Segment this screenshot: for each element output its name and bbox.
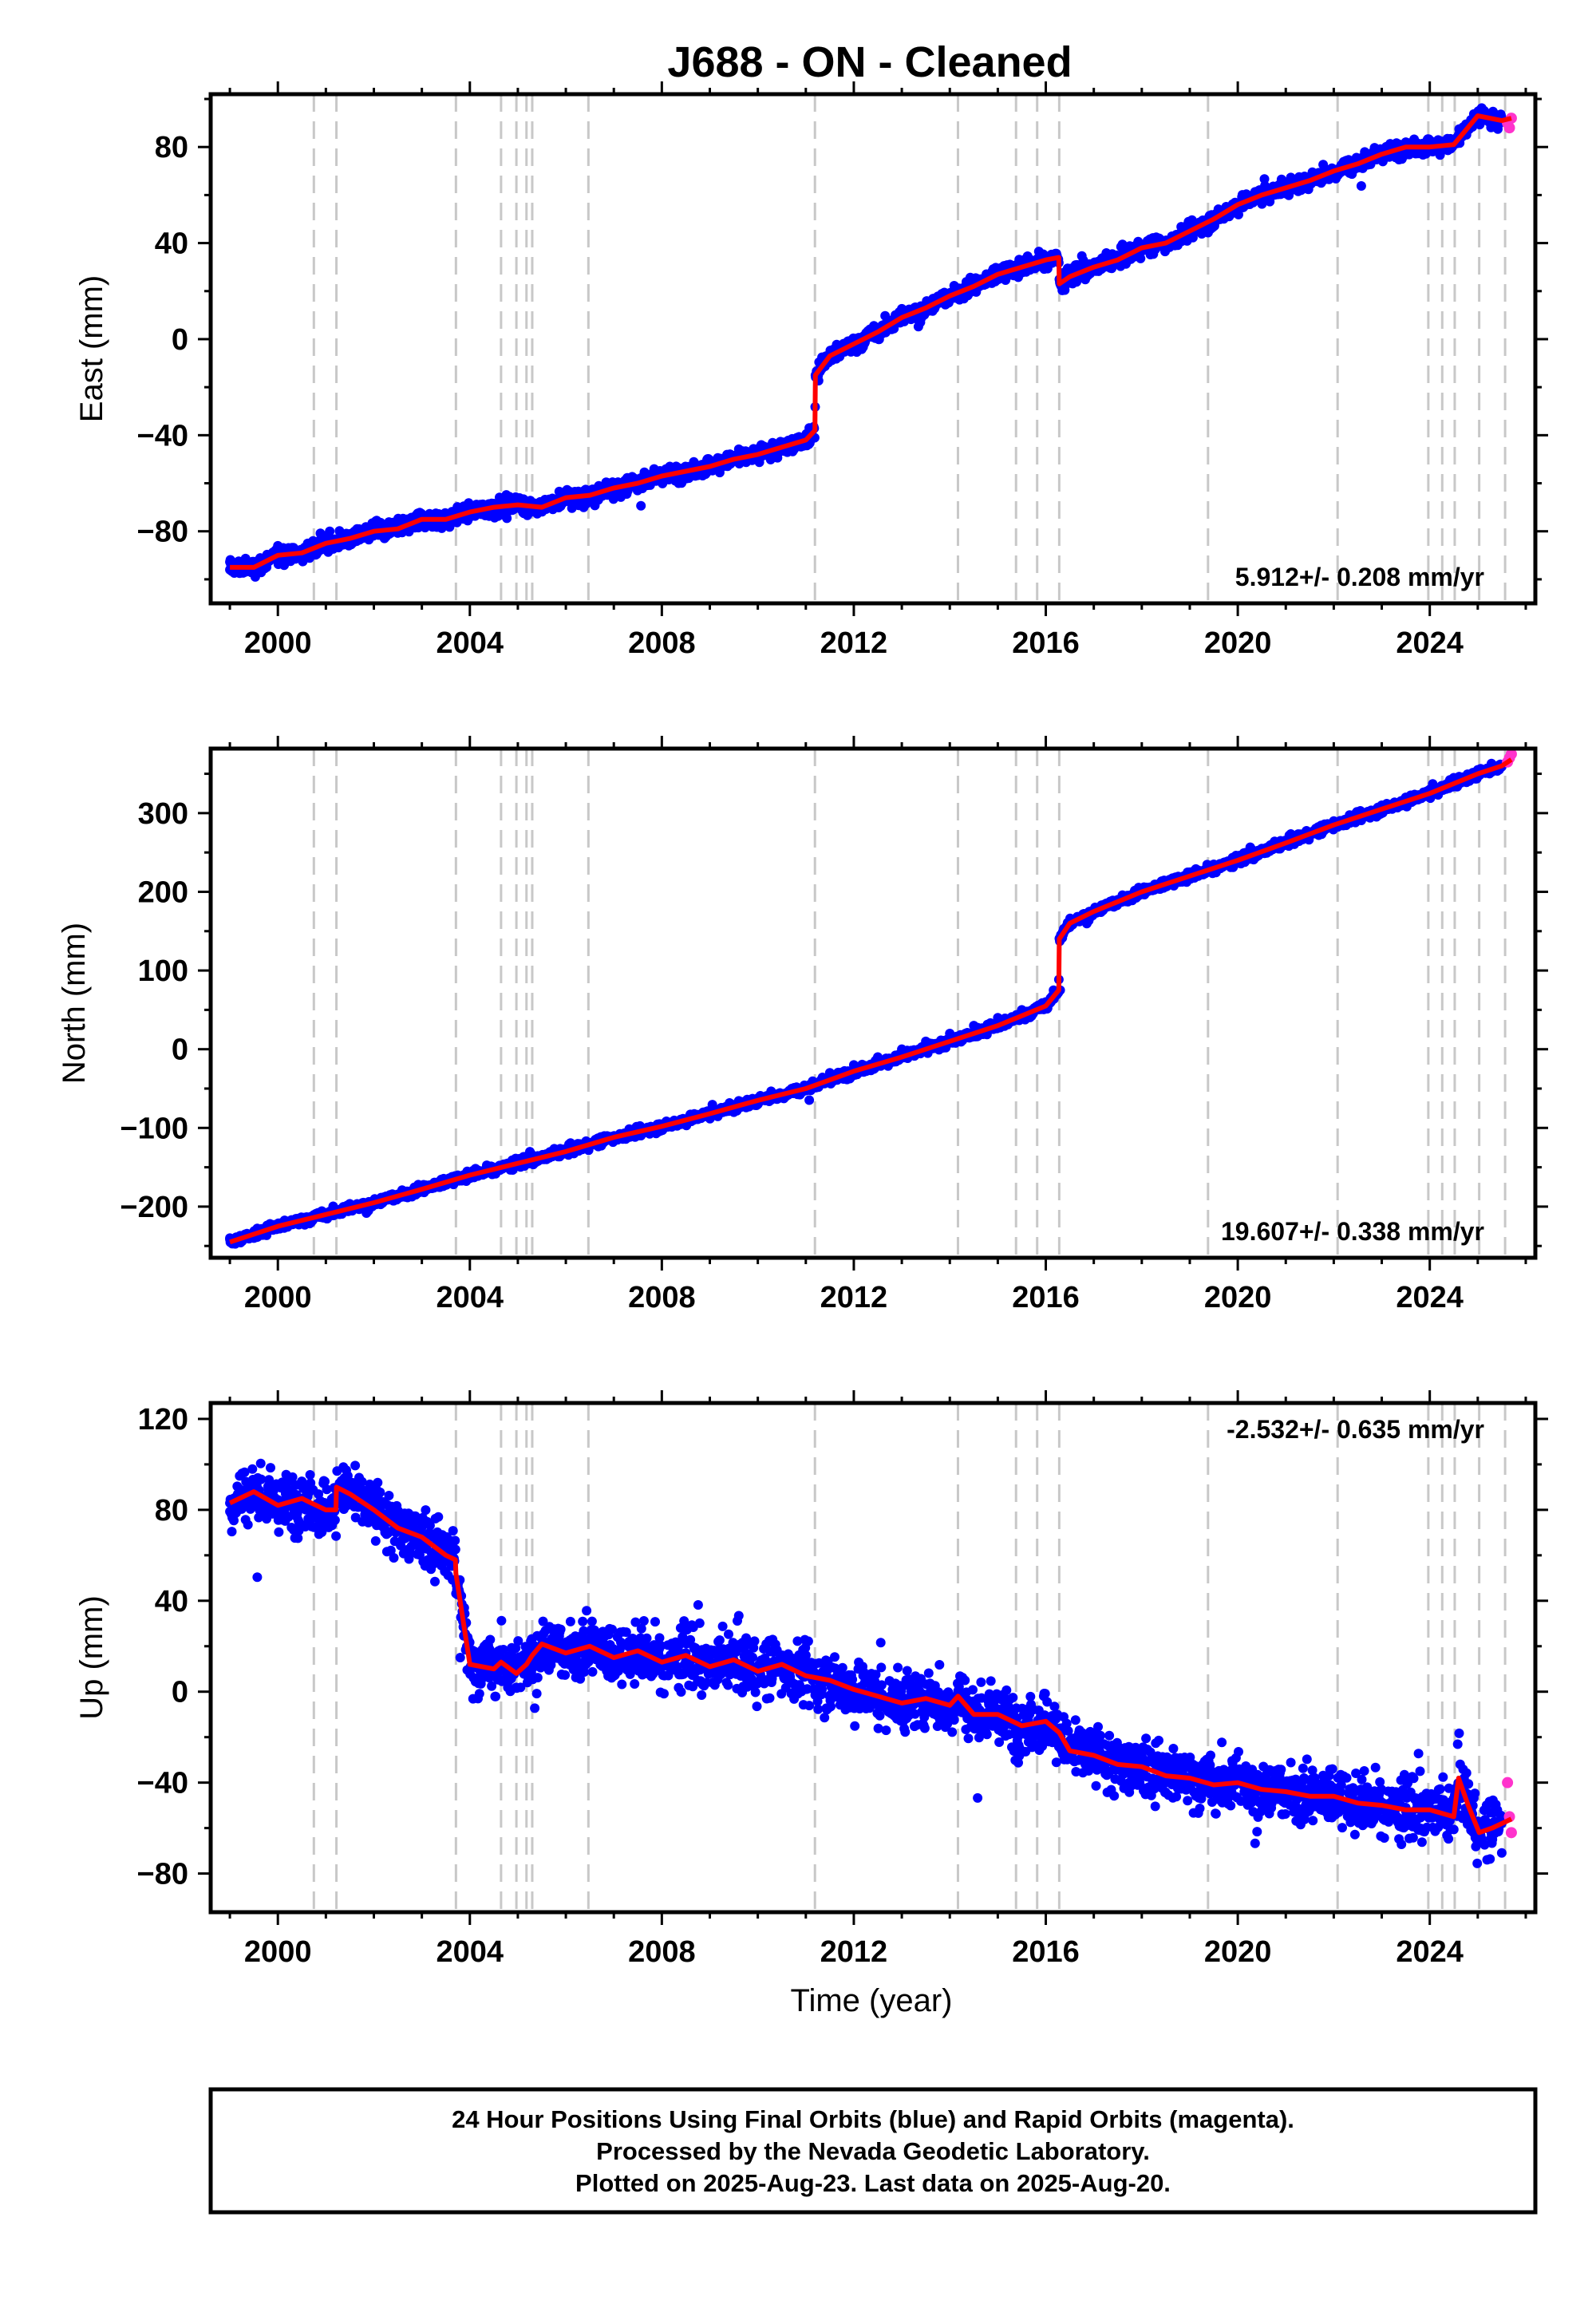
y-axis-label: East (mm) — [74, 275, 109, 422]
final-orbit-point — [636, 500, 646, 511]
final-orbit-point — [1356, 181, 1366, 191]
panel-north: 2000 2004 2008 2012 2016 2020 2024−200−1000100… — [57, 736, 1548, 1314]
x-tick-label: 2008 — [628, 626, 696, 660]
x-tick-label: 2020 — [1204, 626, 1272, 660]
x-tick-label: 2016 — [1012, 626, 1080, 660]
final-orbit-point — [804, 1095, 815, 1105]
final-orbit-point — [1318, 160, 1329, 170]
x-tick-label: 2000 — [244, 626, 312, 660]
x-tick-label: 2012 — [820, 626, 888, 660]
panel-east: 2000 2004 2008 2012 2016 2020 2024 −80 −40 0 40 80 E… — [74, 81, 1548, 660]
event-lines — [312, 749, 1507, 1258]
rapid-orbit-point — [1503, 122, 1515, 134]
plot-frame — [208, 92, 1538, 606]
final-orbit-point — [1234, 209, 1243, 219]
model-line — [230, 113, 1512, 570]
panels-container: 2000 2004 2008 2012 2016 2020 2024 −80 −40 0 40 80 E… — [57, 81, 1548, 2018]
y-tick-label: −80 — [137, 516, 188, 549]
y-tick-label: 80 — [155, 131, 188, 164]
rate-label: 5.912+/- 0.208 mm/yr — [1235, 563, 1484, 591]
x-tick-label: 2004 — [437, 626, 504, 660]
final-orbit-point — [325, 526, 335, 536]
y-tick-label: 40 — [155, 227, 188, 261]
figure-title: J688 - ON - Cleaned — [667, 38, 1072, 86]
y-tick-label: 0 — [172, 323, 188, 357]
final-orbit-point — [1259, 174, 1270, 184]
x-tick-label: 2024 — [1396, 626, 1464, 660]
event-lines — [312, 94, 1507, 603]
y-tick-label: −40 — [137, 419, 188, 453]
data-points — [225, 749, 1517, 1249]
